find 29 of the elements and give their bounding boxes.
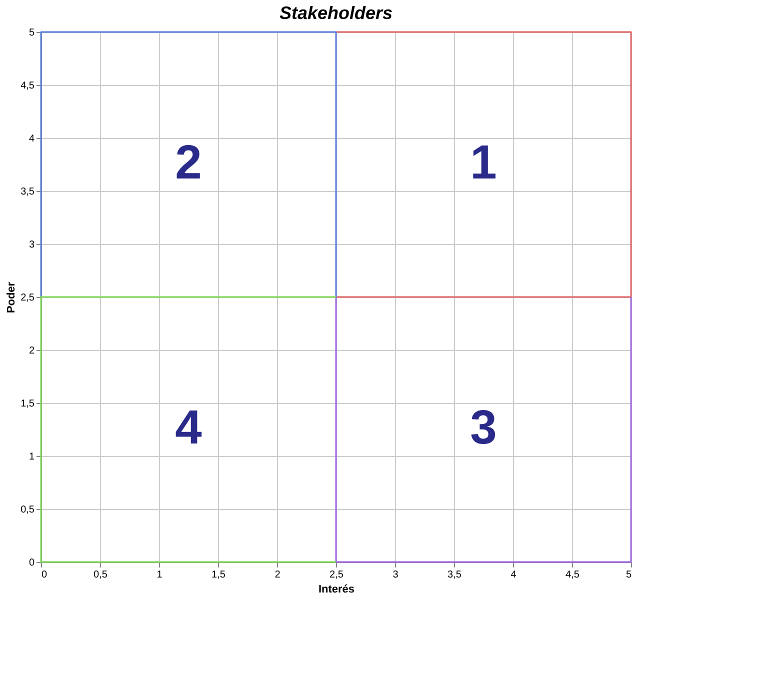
- y-tick-label: 1: [28, 452, 35, 462]
- x-tick-label: 2: [274, 570, 281, 580]
- x-tick-label: 3: [392, 570, 399, 580]
- y-tick-label: 3: [28, 240, 35, 250]
- x-tick-label: 0: [42, 570, 48, 580]
- x-axis-title: Interés: [318, 584, 355, 596]
- y-tick-label: 5: [28, 28, 35, 38]
- annotation: 1: [470, 136, 497, 190]
- annotation: 4: [175, 402, 202, 454]
- y-tick-label: 2,5: [20, 292, 35, 304]
- x-tick-label: 4,5: [566, 570, 580, 580]
- x-tick-label: 5: [626, 570, 632, 580]
- y-tick-label: 0: [28, 558, 35, 568]
- x-tick-label: 0,5: [94, 570, 108, 580]
- annotation: 2: [175, 136, 202, 190]
- y-tick-label: 2: [28, 346, 35, 356]
- y-tick-label: 4,5: [20, 80, 35, 92]
- x-tick-label: 1: [156, 570, 163, 580]
- annotation: 3: [470, 402, 497, 454]
- x-tick-label: 3,5: [448, 570, 462, 580]
- x-tick-label: 4: [510, 570, 517, 580]
- x-tick-label: 1,5: [212, 570, 226, 580]
- y-tick-label: 3,5: [20, 186, 35, 198]
- y-tick-label: 1,5: [20, 398, 35, 410]
- y-tick-label: 4: [28, 134, 35, 144]
- chart-title: Stakeholders: [279, 3, 393, 23]
- y-tick-label: 0,5: [20, 504, 35, 516]
- y-axis-title: Poder: [6, 281, 18, 314]
- x-tick-label: 2,5: [330, 570, 344, 580]
